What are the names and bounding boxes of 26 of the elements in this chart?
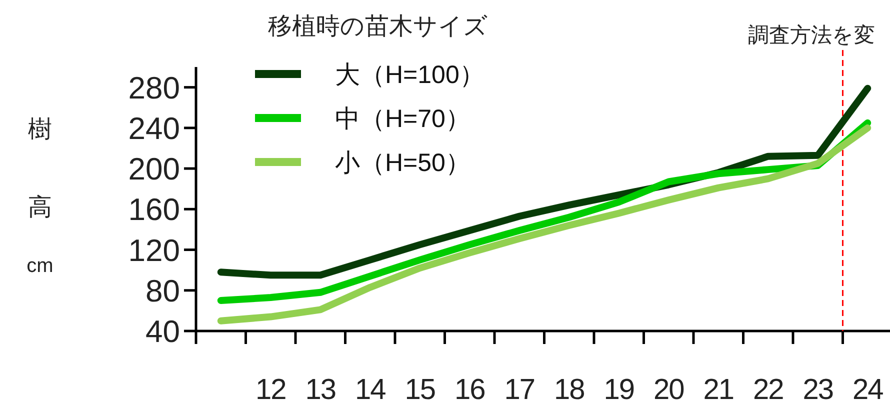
x-tick-label: 15 <box>404 374 436 405</box>
ref-line-label: 調査方法を変 <box>748 24 875 47</box>
x-tick-label: 23 <box>802 374 833 405</box>
x-tick-label: 16 <box>454 374 485 405</box>
x-tick-label: 17 <box>504 374 534 405</box>
x-tick-label: 18 <box>554 374 584 405</box>
y-tick-label: 240 <box>128 110 180 146</box>
y-tick-label: 40 <box>146 314 180 349</box>
y-tick-label: 160 <box>128 192 180 228</box>
y-tick-label: 80 <box>146 273 180 308</box>
legend-label: 中（H=70） <box>335 105 470 133</box>
x-tick-label: 20 <box>653 374 684 405</box>
x-tick-label: 24 <box>852 374 884 405</box>
legend-label: 大（H=100） <box>335 61 484 89</box>
x-tick-label: 21 <box>703 374 734 405</box>
x-tick-label: 12 <box>255 374 286 405</box>
x-tick-label: 22 <box>752 374 784 405</box>
y-tick-label: 200 <box>128 152 180 187</box>
legend-label: 小（H=50） <box>335 149 470 177</box>
x-tick-label: 14 <box>354 374 386 405</box>
x-tick-label: 13 <box>305 374 336 405</box>
legend-title: 移植時の苗木サイズ <box>268 13 488 40</box>
text: 樹高cm <box>26 116 54 277</box>
y-tick-label: 120 <box>128 232 180 268</box>
x-tick-label: 19 <box>604 374 634 405</box>
y-tick-label: 280 <box>128 70 180 106</box>
